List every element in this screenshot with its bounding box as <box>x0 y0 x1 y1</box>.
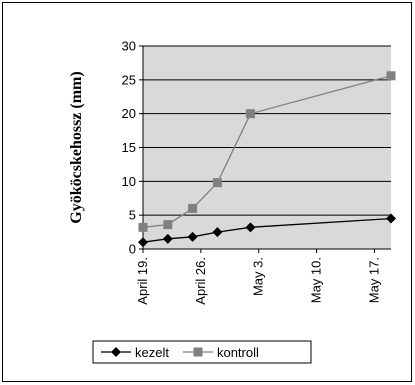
legend-label: kezelt <box>135 345 169 360</box>
legend-item-kezelt: kezelt <box>101 345 169 360</box>
x-tick-label: April 19. <box>135 257 150 305</box>
data-point <box>212 227 223 238</box>
y-tick-label: 5 <box>129 208 136 223</box>
x-tick-label: May 3. <box>251 257 266 296</box>
data-point <box>245 222 256 233</box>
data-point <box>212 178 222 188</box>
data-point <box>162 233 173 244</box>
data-point <box>138 222 148 232</box>
line-chart: 0 5 10 15 20 25 30 April 19. April 26. May 3. May… <box>68 39 396 364</box>
series-kontroll <box>138 71 396 232</box>
y-tick-label: 15 <box>122 140 136 155</box>
y-tick-label: 20 <box>122 106 136 121</box>
y-tick-label: 10 <box>122 174 136 189</box>
legend-label: kontroll <box>217 345 259 360</box>
legend-marker <box>193 347 203 357</box>
y-tick-label: 30 <box>122 39 136 54</box>
legend-item-kontroll: kontroll <box>182 345 259 360</box>
gridlines <box>143 45 391 216</box>
y-tick-label: 0 <box>129 242 136 257</box>
data-point <box>138 237 148 248</box>
x-tick-label: April 26. <box>193 257 208 305</box>
y-axis-ticks: 0 5 10 15 20 25 30 <box>122 39 143 257</box>
data-point <box>187 231 198 242</box>
legend-marker <box>111 347 121 357</box>
data-point <box>188 203 198 213</box>
data-point <box>386 71 396 81</box>
series-group <box>138 71 396 248</box>
data-point <box>245 109 255 119</box>
series-kezelt <box>138 213 396 248</box>
legend: kezelt kontroll <box>92 340 312 364</box>
data-point <box>163 220 173 230</box>
y-tick-label: 25 <box>122 72 136 87</box>
x-tick-label: May 17. <box>366 257 381 303</box>
x-axis-ticks: April 19. April 26. May 3. May 10. May 17. <box>135 249 381 305</box>
x-tick-label: May 10. <box>309 257 324 303</box>
y-axis-label: Gyököcskehossz (mm) <box>68 71 85 223</box>
chart-frame: 0 5 10 15 20 25 30 April 19. April 26. May 3. May… <box>2 2 412 382</box>
data-point <box>386 213 396 224</box>
